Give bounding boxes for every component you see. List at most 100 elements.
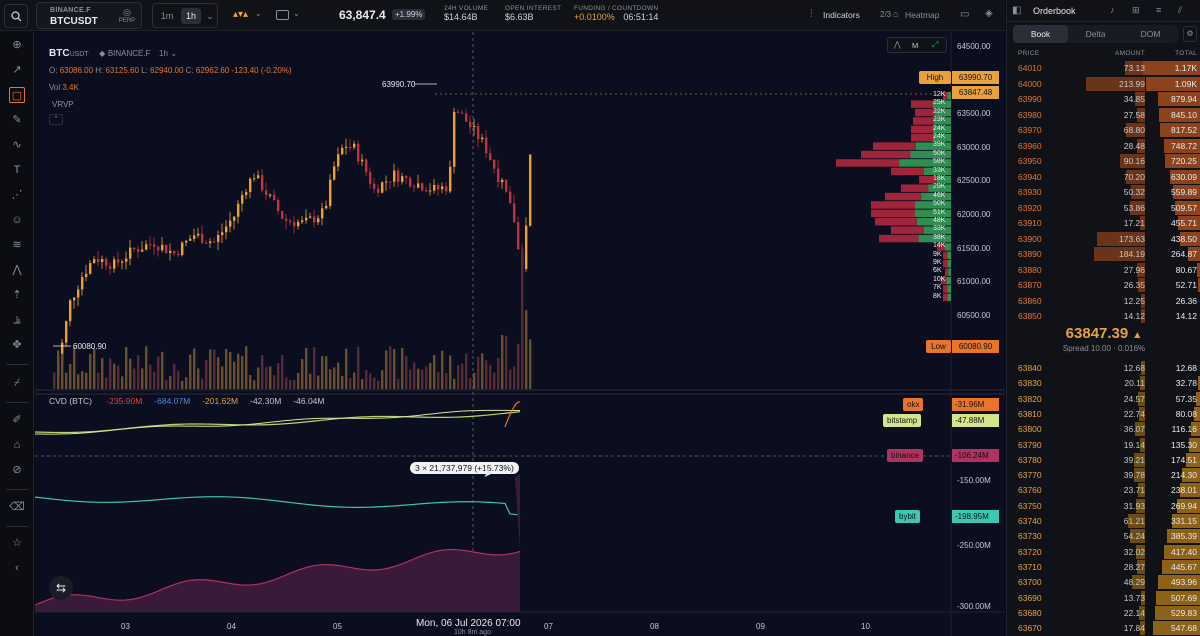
fib-icon[interactable]: ⋰ <box>11 189 23 201</box>
bid-row[interactable]: 63690 13.73 507.69 <box>1007 590 1200 606</box>
bid-row[interactable]: 63740 61.21 331.15 <box>1007 513 1200 529</box>
indicators-button[interactable]: Indicators <box>823 10 860 20</box>
bid-row[interactable]: 63790 19.14 135.30 <box>1007 437 1200 453</box>
heatmap-button[interactable]: Heatmap <box>905 10 940 20</box>
trendline-icon[interactable]: ↗ <box>12 64 22 76</box>
ask-row[interactable]: 63940 70.20 630.09 <box>1007 169 1200 185</box>
timeframe-1m[interactable]: 1m <box>160 11 174 21</box>
bid-row[interactable]: 63810 22.74 80.08 <box>1007 406 1200 422</box>
bid-row[interactable]: 63670 17.84 547.68 <box>1007 620 1200 636</box>
candle-body <box>285 218 288 221</box>
collapse-legend-icon[interactable]: ⌃ <box>49 114 63 125</box>
bid-row[interactable]: 63830 20.11 32.78 <box>1007 375 1200 391</box>
layers-icon[interactable]: ≋ <box>12 239 22 251</box>
price-chart[interactable] <box>35 32 1005 636</box>
bid-row[interactable]: 63710 28.27 445.67 <box>1007 559 1200 575</box>
bid-row[interactable]: 63770 39.78 214.30 <box>1007 467 1200 483</box>
settings-gear-icon[interactable]: ⚙ <box>1183 26 1197 42</box>
expand-icon[interactable]: ⤢ <box>932 40 939 49</box>
bid-row[interactable]: 63730 54.24 385.39 <box>1007 528 1200 544</box>
vrvp-sell-bar <box>891 226 924 234</box>
text-icon[interactable]: T <box>13 164 21 176</box>
ask-row[interactable]: 63980 27.58 845.10 <box>1007 107 1200 123</box>
ask-row[interactable]: 63950 90.16 720.25 <box>1007 153 1200 169</box>
brush-icon[interactable]: ✎ <box>12 114 22 126</box>
ask-row[interactable]: 63850 14.12 14.12 <box>1007 308 1200 324</box>
ask-row[interactable]: 63910 17.21 455.71 <box>1007 215 1200 231</box>
volume-bar <box>145 346 148 389</box>
bid-row[interactable]: 63820 24.57 57.35 <box>1007 391 1200 407</box>
arrow-up-icon[interactable]: ⇡ <box>12 289 22 301</box>
bid-row[interactable]: 63780 39.21 174.51 <box>1007 452 1200 468</box>
bell-icon[interactable]: ♪ <box>1110 5 1115 15</box>
layout-icon[interactable] <box>276 10 289 20</box>
layers-icon[interactable]: ◈ <box>985 8 993 19</box>
mode-m-button[interactable]: M <box>912 41 919 50</box>
tab-book[interactable]: Book <box>1013 25 1068 43</box>
ruler-icon[interactable]: ⌿ <box>13 377 21 389</box>
eye-off-icon[interactable]: ⊘ <box>12 464 22 476</box>
bid-row[interactable]: 63800 36.07 116.16 <box>1007 421 1200 437</box>
volume-bar <box>205 359 208 389</box>
wave-icon[interactable]: ⋀ <box>12 264 22 276</box>
timeframe-1h[interactable]: 1h <box>181 8 201 24</box>
vrvp-sell-bar <box>943 260 948 268</box>
pattern-icon[interactable]: ∿ <box>12 139 22 151</box>
bid-row[interactable]: 63840 12.68 12.68 <box>1007 360 1200 376</box>
volume-bar <box>65 372 68 389</box>
chevron-down-icon[interactable]: ⌄ <box>170 49 178 58</box>
chart-icon[interactable]: ⫽ <box>1178 5 1183 15</box>
emoji-icon[interactable]: ☺ <box>11 214 23 226</box>
bid-row[interactable]: 63680 22.14 529.83 <box>1007 605 1200 621</box>
candle-type-icon[interactable]: ▴▾▴ <box>233 9 249 20</box>
volume-bar <box>405 356 408 389</box>
row-amount: 24.57 <box>1123 393 1145 404</box>
vrvp-level-label: 6K <box>933 267 942 275</box>
rectangle-icon[interactable]: ▢ <box>9 87 25 103</box>
ask-row[interactable]: 64010 73.13 1.17K <box>1007 60 1200 76</box>
ask-row[interactable]: 63880 27.96 80.67 <box>1007 262 1200 278</box>
star-icon[interactable]: ☆ <box>12 537 22 549</box>
chevron-down-icon[interactable]: ⌄ <box>206 11 214 21</box>
bid-row[interactable]: 63750 31.93 269.94 <box>1007 498 1200 514</box>
ask-row[interactable]: 63970 68.80 817.52 <box>1007 122 1200 138</box>
ask-row[interactable]: 63870 26.35 52.71 <box>1007 277 1200 293</box>
ask-row[interactable]: 64000 213.99 1.09K <box>1007 76 1200 92</box>
ask-row[interactable]: 63960 28.48 748.72 <box>1007 138 1200 154</box>
ask-row[interactable]: 63920 53.86 509.57 <box>1007 200 1200 216</box>
ask-row[interactable]: 63890 184.19 264.87 <box>1007 246 1200 262</box>
collapse-icon[interactable]: ‹ <box>15 562 19 574</box>
crosshair-icon[interactable]: ⊕ <box>12 39 22 51</box>
ask-row[interactable]: 63930 50.32 559.89 <box>1007 184 1200 200</box>
ask-row[interactable]: 63990 34.85 879.94 <box>1007 91 1200 107</box>
trash-icon[interactable]: ⌫ <box>9 501 25 513</box>
bid-row[interactable]: 63720 32.02 417.40 <box>1007 544 1200 560</box>
chevron-down-icon[interactable]: ⌄ <box>255 9 262 18</box>
search-button[interactable] <box>4 4 28 28</box>
vrvp-sell-bar <box>943 92 948 100</box>
pencil-icon[interactable]: ✐ <box>12 414 22 426</box>
vrvp-buy-bar <box>933 134 951 142</box>
chevron-down-icon[interactable]: ⌄ <box>293 9 300 18</box>
line-mode-icon[interactable]: ⋀ <box>894 40 901 49</box>
replay-icon[interactable]: ⇆ <box>49 576 73 600</box>
grid-icon[interactable]: ⊞ <box>1132 5 1140 15</box>
chart-bars-icon[interactable]: ⫡ <box>13 314 21 326</box>
tab-dom[interactable]: DOM <box>1140 29 1161 39</box>
row-price: 63900 <box>1018 233 1042 244</box>
chart-area[interactable]: BTCUSDT ◆ BINANCE.F 1h ⌄ O: 63086.00 H: … <box>35 32 1005 636</box>
volume-bar <box>249 375 252 389</box>
lock-icon[interactable]: ⌂ <box>13 439 21 451</box>
sidebar-toggle-icon[interactable]: ◧ <box>1012 5 1022 16</box>
move-icon[interactable]: ✥ <box>12 339 22 351</box>
ask-row[interactable]: 63860 12.25 26.36 <box>1007 293 1200 309</box>
bid-row[interactable]: 63760 23.71 238.01 <box>1007 482 1200 498</box>
symbol-selector[interactable]: BINANCE.F BTCUSDT ◎ PERP <box>36 2 142 29</box>
list-icon[interactable]: ≡ <box>1156 5 1162 15</box>
tab-delta[interactable]: Delta <box>1085 29 1106 39</box>
ask-row[interactable]: 63900 173.63 438.50 <box>1007 231 1200 247</box>
fullscreen-icon[interactable]: ▭ <box>960 9 970 20</box>
volume-bar <box>101 358 104 389</box>
bid-row[interactable]: 63700 48.29 493.96 <box>1007 574 1200 590</box>
candle-body <box>369 172 372 184</box>
